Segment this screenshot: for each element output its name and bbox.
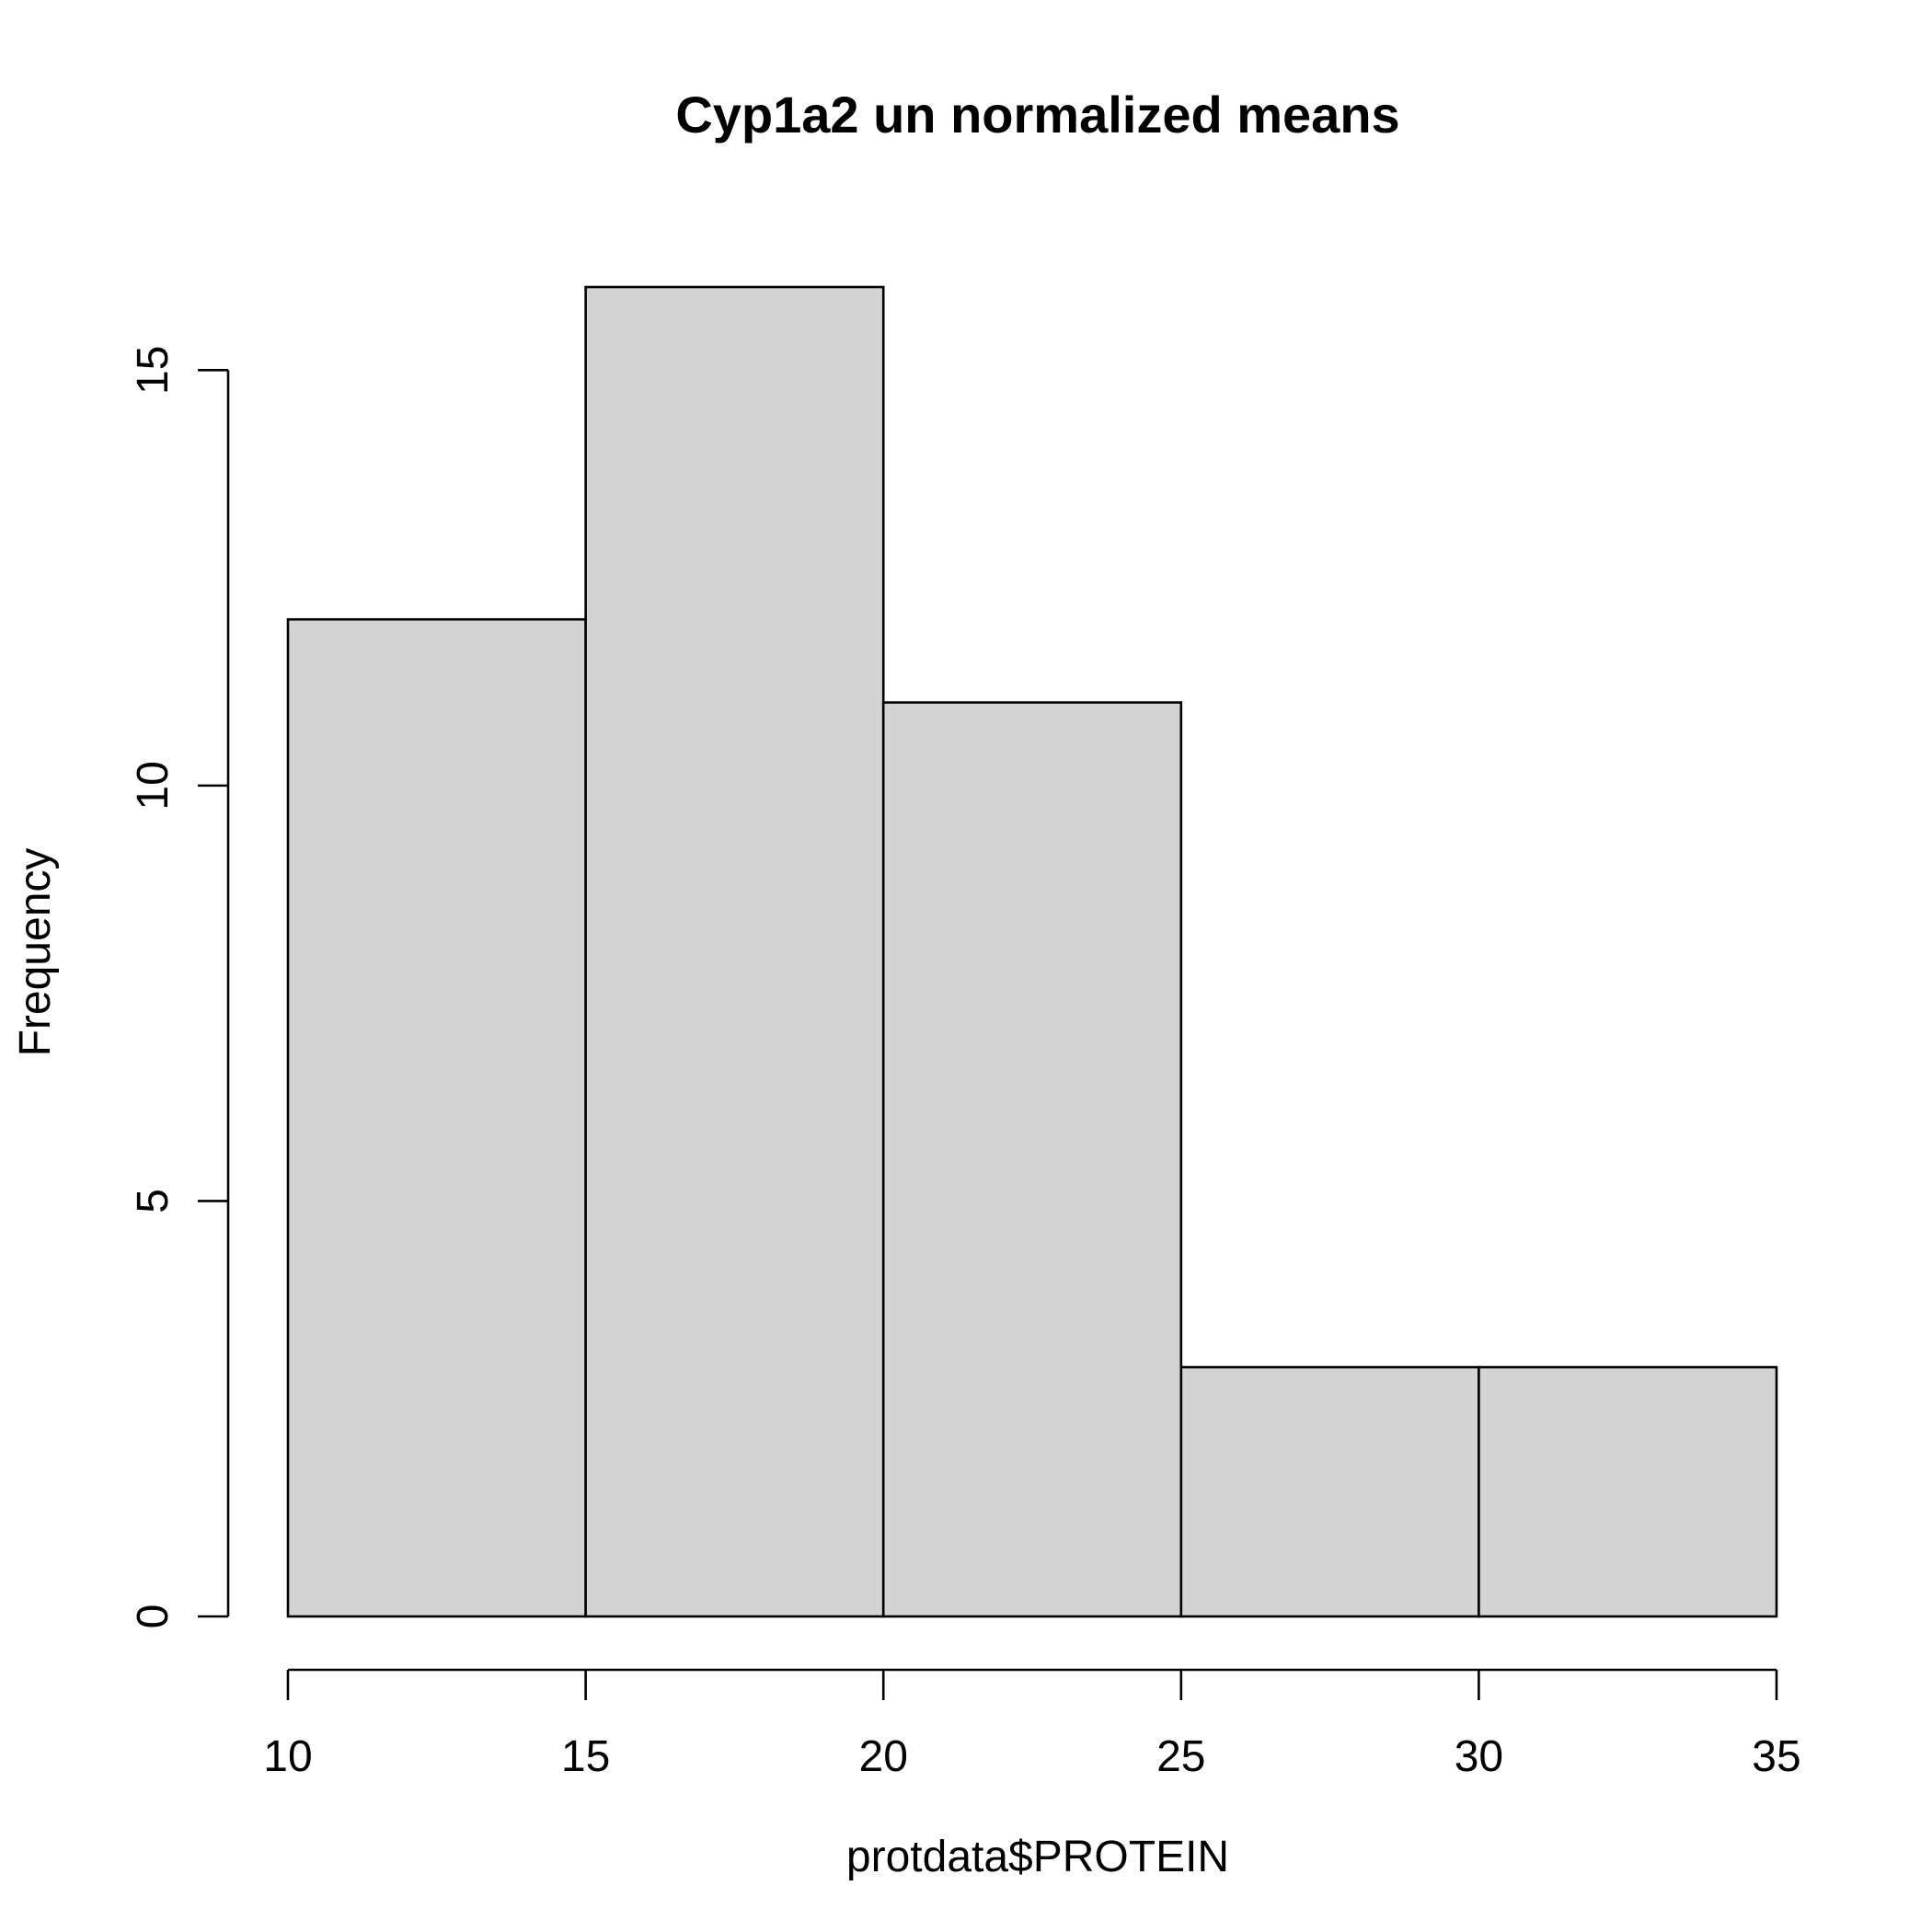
histogram-bar-1 xyxy=(286,617,587,1618)
histogram-bar-2 xyxy=(584,285,885,1618)
x-tick-label: 30 xyxy=(1455,1732,1503,1781)
x-tick-label: 25 xyxy=(1156,1732,1205,1781)
chart-title: Cyp1a2 un normalized means xyxy=(675,86,1399,144)
x-tick-label: 15 xyxy=(561,1732,610,1781)
histogram-bar-3 xyxy=(881,701,1183,1618)
y-tick-label: 10 xyxy=(129,761,178,810)
y-tick-label: 15 xyxy=(129,346,178,395)
x-tick-label: 20 xyxy=(859,1732,908,1781)
y-tick-label: 0 xyxy=(129,1604,178,1629)
y-axis: 0 5 10 15 xyxy=(129,346,230,1629)
y-tick-label: 5 xyxy=(129,1189,178,1213)
histogram-bar-4 xyxy=(1179,1365,1480,1618)
histogram-bars xyxy=(286,285,1778,1618)
y-axis-label: Frequency xyxy=(11,848,60,1057)
x-tick-label: 35 xyxy=(1752,1732,1800,1781)
x-axis: 10 15 20 25 30 35 xyxy=(263,1668,1801,1781)
x-axis-label: protdata$PROTEIN xyxy=(846,1833,1229,1881)
histogram-bar-5 xyxy=(1478,1365,1778,1618)
x-tick-label: 10 xyxy=(263,1732,312,1781)
